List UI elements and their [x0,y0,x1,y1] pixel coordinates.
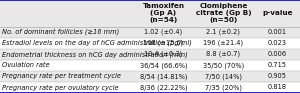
Text: Estradiol levels on the day of hCG administration (pg/ml): Estradiol levels on the day of hCG admin… [2,40,191,46]
Text: 8/54 (14.81%): 8/54 (14.81%) [140,73,187,80]
Bar [0,60,135,71]
Bar [255,38,300,49]
Bar [192,60,255,71]
Bar [0,0,135,27]
Bar [255,49,300,60]
Text: Pregnancy rate per ovulatory cycle: Pregnancy rate per ovulatory cycle [2,84,118,90]
Text: Ovulation rate: Ovulation rate [2,62,49,68]
Bar [135,27,192,38]
Text: 0.001: 0.001 [268,29,287,35]
Bar [0,71,135,82]
Bar [0,38,135,49]
Text: 2.1 (±0.2): 2.1 (±0.2) [206,29,241,35]
Text: 196 (±21.4): 196 (±21.4) [203,40,244,46]
Text: 36/54 (66.6%): 36/54 (66.6%) [140,62,187,69]
Bar [192,49,255,60]
Text: 35/50 (70%): 35/50 (70%) [203,62,244,69]
Text: 0.023: 0.023 [268,40,287,46]
Bar [135,71,192,82]
Bar [192,27,255,38]
Text: 0.006: 0.006 [268,51,287,57]
Text: 1.02 (±0.4): 1.02 (±0.4) [144,29,183,35]
Text: p-value: p-value [262,10,293,16]
Bar [255,0,300,27]
Bar [135,0,192,27]
Bar [255,60,300,71]
Text: 0.818: 0.818 [268,84,287,90]
Text: Clomiphene
citrate (Gp B)
(n=50): Clomiphene citrate (Gp B) (n=50) [196,3,251,23]
Bar [135,60,192,71]
Text: No. of dominant follicles (≥16 mm): No. of dominant follicles (≥16 mm) [2,29,119,35]
Text: 0.715: 0.715 [268,62,287,68]
Bar [0,82,135,93]
Bar [255,82,300,93]
Bar [192,82,255,93]
Bar [192,71,255,82]
Text: 8/36 (22.22%): 8/36 (22.22%) [140,84,187,91]
Bar [192,38,255,49]
Bar [192,0,255,27]
Text: 7/50 (14%): 7/50 (14%) [205,73,242,80]
Bar [0,27,135,38]
Text: 10.4 (±0.3): 10.4 (±0.3) [144,51,183,57]
Bar [135,82,192,93]
Text: 0.905: 0.905 [268,73,287,79]
Text: 8.8 (±0.7): 8.8 (±0.7) [206,51,241,57]
Bar [135,38,192,49]
Bar [0,49,135,60]
Bar [135,49,192,60]
Text: 168 (±15.6): 168 (±15.6) [143,40,184,46]
Text: Pregnancy rate per treatment cycle: Pregnancy rate per treatment cycle [2,73,121,79]
Text: Tamoxifen
(Gp A)
(n=54): Tamoxifen (Gp A) (n=54) [142,3,184,23]
Text: Endometrial thickness on hCG day administration (mm): Endometrial thickness on hCG day adminis… [2,51,187,57]
Bar [255,71,300,82]
Bar [255,27,300,38]
Text: 7/35 (20%): 7/35 (20%) [205,84,242,91]
